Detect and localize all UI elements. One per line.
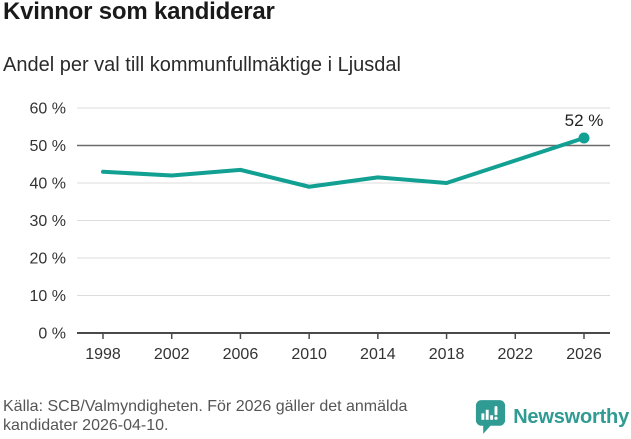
source-text: Källa: SCB/Valmyndigheten. För 2026 gäll…	[3, 397, 463, 435]
source-line-2: kandidater 2026-04-10.	[3, 417, 169, 434]
data-line	[101, 136, 586, 189]
line-chart: 0 % 10 % 20 % 30 % 40 % 50 % 60 % 1998 2002 2006 2…	[30, 101, 610, 363]
x-axis-label: 1998	[85, 346, 121, 363]
x-axis-label: 2010	[291, 346, 327, 363]
chart-area: 0 % 10 % 20 % 30 % 40 % 50 % 60 % 1998 2002 2006 2…	[0, 95, 631, 380]
y-axis-label: 40 %	[30, 176, 66, 193]
chart-subtitle: Andel per val till kommunfullmäktige i L…	[3, 54, 401, 76]
newsworthy-logo-icon	[476, 400, 506, 434]
page-title: Kvinnor som kandiderar	[3, 0, 275, 25]
y-axis-label: 20 %	[30, 251, 66, 268]
data-point-dot	[578, 132, 590, 144]
x-axis-label: 2014	[360, 346, 396, 363]
y-axis-label: 0 %	[38, 326, 66, 343]
newsworthy-logo: Newsworthy	[475, 399, 629, 436]
x-axis-label: 2006	[223, 346, 259, 363]
data-point-label: 52 %	[565, 111, 604, 130]
x-axis-label: 2022	[497, 346, 533, 363]
newsworthy-brand-text: Newsworthy	[513, 406, 629, 428]
x-axis-label: 2026	[566, 346, 602, 363]
y-axis-label: 30 %	[30, 213, 66, 230]
source-line-1: Källa: SCB/Valmyndigheten. För 2026 gäll…	[3, 398, 408, 415]
y-axis-label: 50 %	[30, 138, 66, 155]
y-axis-label: 60 %	[30, 101, 66, 118]
bar-chart-glyph	[481, 406, 498, 420]
x-axis-label: 2018	[429, 346, 465, 363]
x-axis-label: 2002	[154, 346, 190, 363]
y-axis-label: 10 %	[30, 288, 66, 305]
